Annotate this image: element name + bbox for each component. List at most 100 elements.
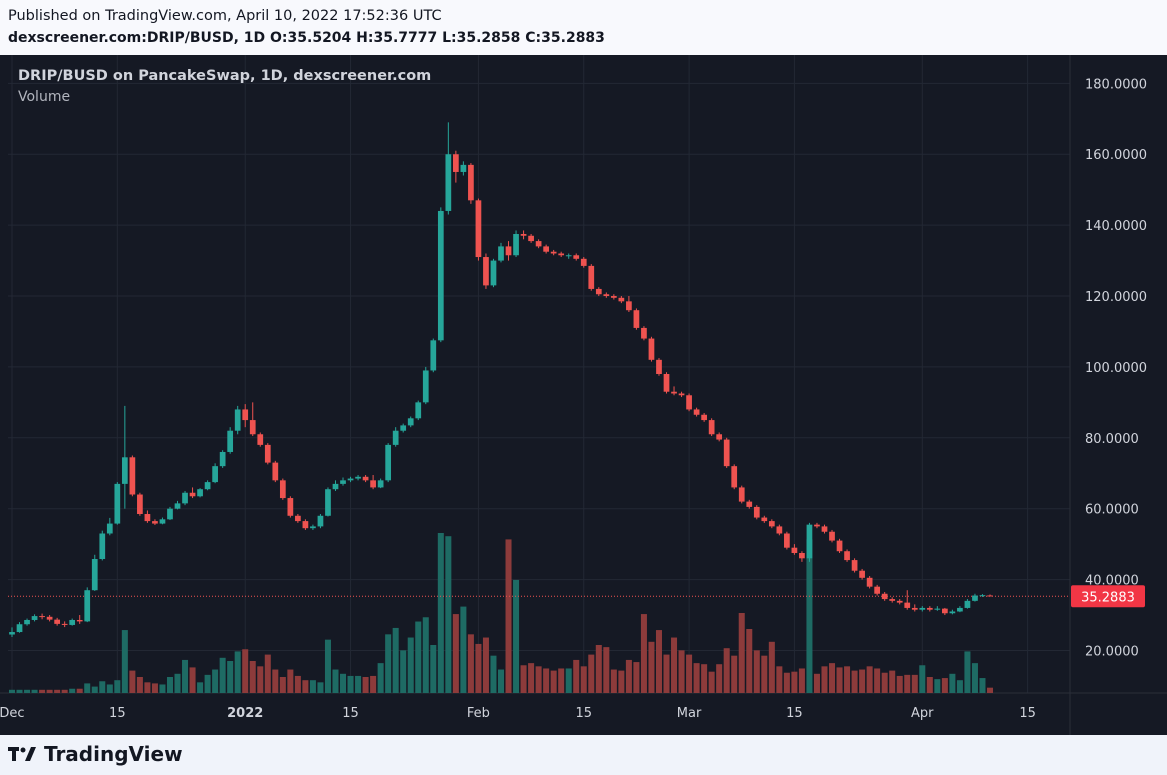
volume-bar bbox=[550, 670, 557, 693]
volume-bar bbox=[204, 674, 211, 693]
volume-bar bbox=[941, 678, 948, 693]
candle-body bbox=[46, 616, 53, 620]
candle-body bbox=[610, 296, 617, 298]
candle-body bbox=[505, 246, 512, 256]
volume-bar bbox=[99, 681, 106, 693]
candle-body bbox=[821, 526, 828, 532]
candle-body bbox=[129, 457, 136, 495]
volume-bar bbox=[31, 689, 38, 693]
volume-bar bbox=[798, 668, 805, 693]
candle-body bbox=[144, 514, 151, 522]
volume-bar bbox=[309, 680, 316, 693]
volume-bar bbox=[302, 680, 309, 693]
candle-body bbox=[422, 370, 429, 403]
y-tick-label: 160.0000 bbox=[1085, 148, 1147, 163]
tradingview-logo-icon bbox=[8, 747, 36, 761]
volume-bar bbox=[543, 668, 550, 693]
candle-body bbox=[31, 616, 38, 620]
volume-bar bbox=[513, 579, 520, 693]
candle-body bbox=[91, 559, 98, 591]
volume-bar bbox=[956, 680, 963, 693]
volume-bar bbox=[986, 687, 994, 693]
candle-body bbox=[723, 439, 730, 467]
volume-bar bbox=[279, 677, 286, 693]
volume-bar bbox=[415, 621, 422, 693]
candle-body bbox=[866, 577, 873, 587]
volume-bar bbox=[588, 654, 595, 693]
candle-body bbox=[829, 531, 835, 541]
candle-body bbox=[453, 154, 459, 172]
candle-body bbox=[934, 608, 941, 610]
candle-body bbox=[738, 487, 745, 502]
candle-body bbox=[310, 526, 316, 529]
candle-body bbox=[483, 257, 489, 286]
volume-bar bbox=[746, 629, 753, 693]
volume-bar bbox=[911, 674, 918, 693]
candle-body bbox=[24, 619, 30, 625]
chart-legend-title: DRIP/BUSD on PancakeSwap, 1D, dexscreene… bbox=[18, 68, 432, 84]
candle-body bbox=[490, 260, 497, 286]
candle-body bbox=[325, 489, 331, 516]
candle-body bbox=[874, 586, 881, 594]
candle-body bbox=[844, 551, 850, 561]
candle-body bbox=[377, 480, 384, 488]
candle-body bbox=[302, 521, 309, 529]
volume-bar bbox=[655, 630, 662, 693]
candle-body bbox=[121, 457, 128, 484]
volume-bar bbox=[813, 673, 820, 693]
volume-bar bbox=[768, 641, 775, 693]
volume-bar bbox=[24, 689, 31, 693]
tradingview-wordmark: TradingView bbox=[44, 742, 183, 766]
volume-bar bbox=[91, 686, 98, 693]
candle-body bbox=[99, 533, 106, 560]
candle-body bbox=[595, 288, 602, 295]
volume-bar bbox=[866, 666, 873, 693]
candle-body bbox=[39, 616, 45, 618]
volume-bar bbox=[738, 613, 745, 693]
candle-body bbox=[69, 619, 76, 625]
volume-bar bbox=[505, 539, 512, 693]
candle-body bbox=[746, 501, 753, 507]
volume-bar bbox=[76, 688, 83, 693]
volume-bar bbox=[362, 677, 369, 693]
x-tick-label: 15 bbox=[786, 706, 803, 721]
candle-body bbox=[768, 521, 775, 527]
volume-bar bbox=[69, 688, 76, 693]
candle-body bbox=[987, 595, 993, 597]
volume-bar bbox=[904, 674, 911, 693]
candle-body bbox=[106, 523, 113, 534]
volume-bar bbox=[264, 654, 271, 693]
volume-bar bbox=[46, 689, 53, 693]
publish-header: Published on TradingView.com, April 10, … bbox=[0, 0, 1167, 55]
y-tick-label: 20.0000 bbox=[1085, 644, 1139, 659]
candle-body bbox=[889, 599, 896, 601]
volume-bar bbox=[979, 678, 986, 693]
candle-body bbox=[588, 265, 595, 289]
candle-body bbox=[407, 418, 414, 426]
candlestick-chart[interactable]: 180.0000 160.0000 140.0000 120.0000 100.0000… bbox=[0, 55, 1167, 735]
volume-bar bbox=[896, 675, 903, 693]
candle-body bbox=[114, 483, 121, 524]
volume-bar bbox=[16, 689, 23, 693]
candle-body bbox=[204, 482, 211, 490]
volume-bar bbox=[370, 675, 377, 693]
candle-body bbox=[189, 492, 196, 497]
candle-body bbox=[806, 524, 813, 559]
candle-body bbox=[896, 600, 903, 603]
volume-legend: Volume bbox=[18, 89, 71, 105]
volume-bar bbox=[106, 684, 113, 693]
tradingview-logo[interactable]: TradingView bbox=[8, 742, 183, 766]
y-tick-label: 120.0000 bbox=[1085, 290, 1147, 305]
x-tick-label: Mar bbox=[677, 706, 702, 721]
volume-bar bbox=[430, 645, 437, 693]
volume-bar bbox=[490, 655, 497, 693]
volume-bar bbox=[54, 689, 61, 693]
volume-bar bbox=[806, 539, 813, 693]
chart-area[interactable]: 180.0000 160.0000 140.0000 120.0000 100.0000… bbox=[0, 55, 1167, 735]
volume-bar bbox=[723, 648, 730, 693]
volume-bar bbox=[61, 689, 68, 693]
volume-bar bbox=[558, 668, 565, 693]
candle-body bbox=[475, 200, 482, 258]
volume-bar bbox=[482, 637, 489, 693]
candle-body bbox=[656, 359, 662, 374]
